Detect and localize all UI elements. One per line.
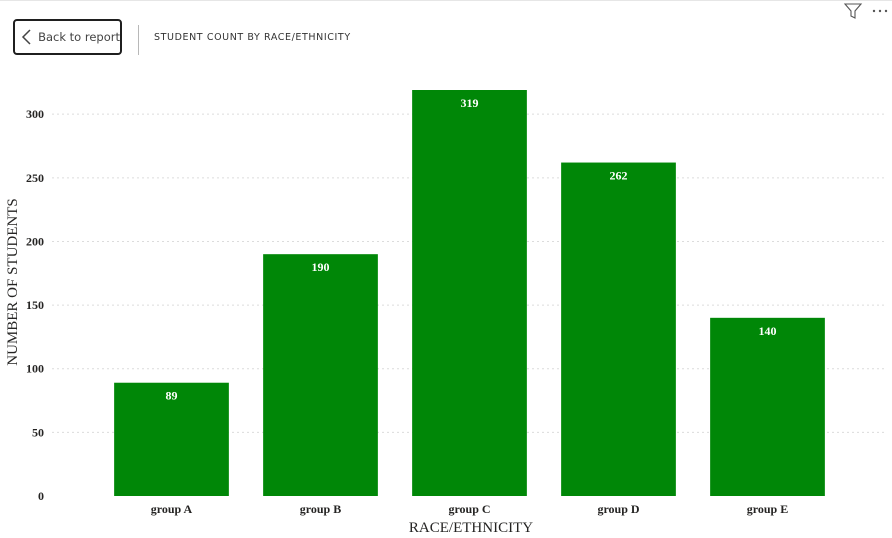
chevron-left-icon (17, 26, 36, 48)
x-tick-label: group E (747, 502, 788, 516)
x-axis-ticks: group A group B group C group D group E (151, 502, 788, 516)
bars: 89 190 319 262 140 (114, 90, 825, 496)
y-tick-label: 250 (26, 171, 44, 185)
back-to-report-button[interactable]: Back to report (13, 19, 122, 55)
data-label: 190 (312, 260, 330, 274)
bar-group-e[interactable] (710, 317, 825, 496)
x-axis-title: RACE/ETHNICITY (409, 520, 533, 536)
more-options-icon[interactable] (870, 2, 890, 20)
y-tick-label: 200 (26, 234, 44, 248)
bar-group-c[interactable] (412, 90, 527, 496)
data-label: 319 (461, 96, 479, 110)
x-tick-label: group B (300, 502, 341, 516)
visual-title: STUDENT COUNT BY RACE/ETHNICITY (154, 32, 351, 43)
y-tick-label: 150 (26, 298, 44, 312)
bar-group-d[interactable] (561, 162, 676, 496)
bar-group-b[interactable] (263, 254, 378, 496)
data-label: 89 (166, 389, 178, 403)
y-axis-title: NUMBER OF STUDENTS (5, 198, 21, 366)
data-label: 262 (610, 169, 628, 183)
back-button-label: Back to report (38, 30, 120, 44)
header-divider (138, 25, 139, 55)
x-tick-label: group A (151, 502, 193, 516)
filter-icon[interactable] (843, 2, 863, 20)
y-tick-label: 300 (26, 107, 44, 121)
x-tick-label: group C (448, 502, 490, 516)
y-tick-label: 100 (26, 362, 44, 376)
top-border (0, 0, 892, 1)
y-tick-label: 0 (38, 489, 44, 503)
bar-group-a[interactable] (114, 382, 229, 496)
data-label: 140 (759, 324, 777, 338)
y-axis-ticks: 0 50 100 150 200 250 300 (26, 107, 44, 503)
x-tick-label: group D (597, 502, 639, 516)
y-tick-label: 50 (32, 425, 44, 439)
